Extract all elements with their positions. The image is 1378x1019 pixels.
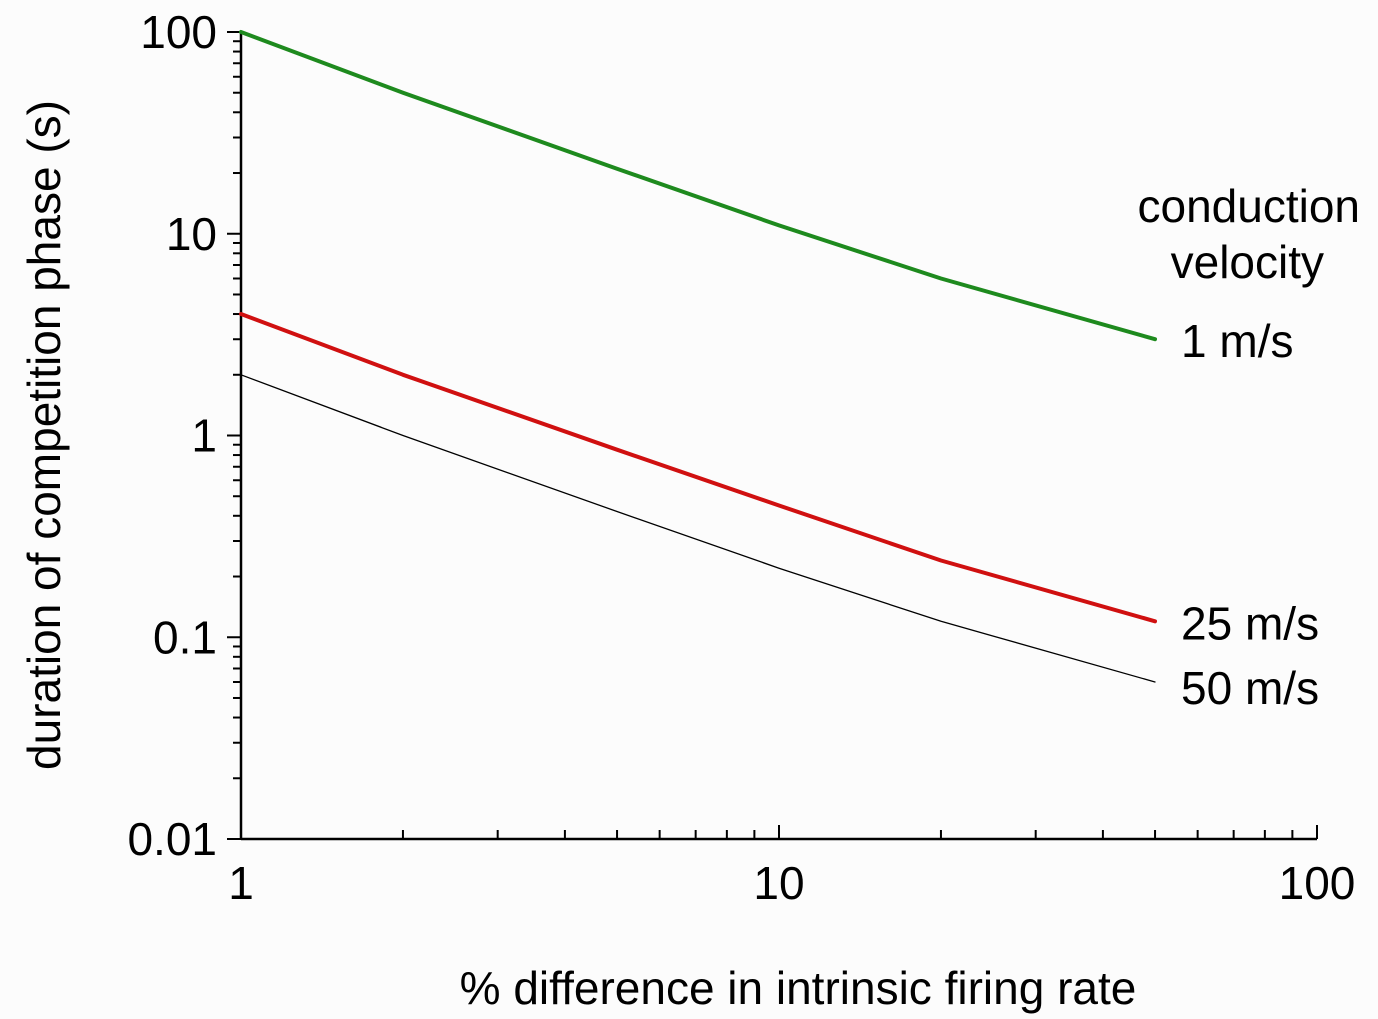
series-lines bbox=[239, 30, 1157, 683]
x-tick-label: 100 bbox=[1279, 857, 1356, 909]
x-tick-label: 10 bbox=[753, 857, 804, 909]
y-tick-label: 1 bbox=[191, 410, 217, 462]
legend-title-line-2: velocity bbox=[1171, 236, 1324, 288]
series-label-3: 50 m/s bbox=[1181, 662, 1319, 714]
series-label-2: 25 m/s bbox=[1181, 597, 1319, 649]
y-axis-title: duration of competition phase (s) bbox=[18, 100, 70, 770]
series-line-3 bbox=[240, 374, 1156, 683]
x-axis-title: % difference in intrinsic firing rate bbox=[460, 962, 1137, 1014]
series-line-1 bbox=[239, 30, 1157, 342]
legend-title-line-1: conduction bbox=[1138, 180, 1361, 232]
y-tick-label: 0.1 bbox=[153, 611, 217, 663]
y-tick-label: 100 bbox=[140, 6, 217, 58]
series-label-1: 1 m/s bbox=[1181, 315, 1293, 367]
x-tick-label: 1 bbox=[228, 857, 254, 909]
tick-labels: 1 10 100 0.01 0.1 1 10 100 bbox=[127, 6, 1355, 909]
legend: conduction velocity 1 m/s 25 m/s 50 m/s bbox=[1138, 180, 1361, 714]
axis-ticks bbox=[227, 31, 1318, 840]
y-tick-label: 10 bbox=[166, 208, 217, 260]
series-line-2 bbox=[239, 312, 1157, 624]
y-tick-label: 0.01 bbox=[127, 813, 217, 865]
